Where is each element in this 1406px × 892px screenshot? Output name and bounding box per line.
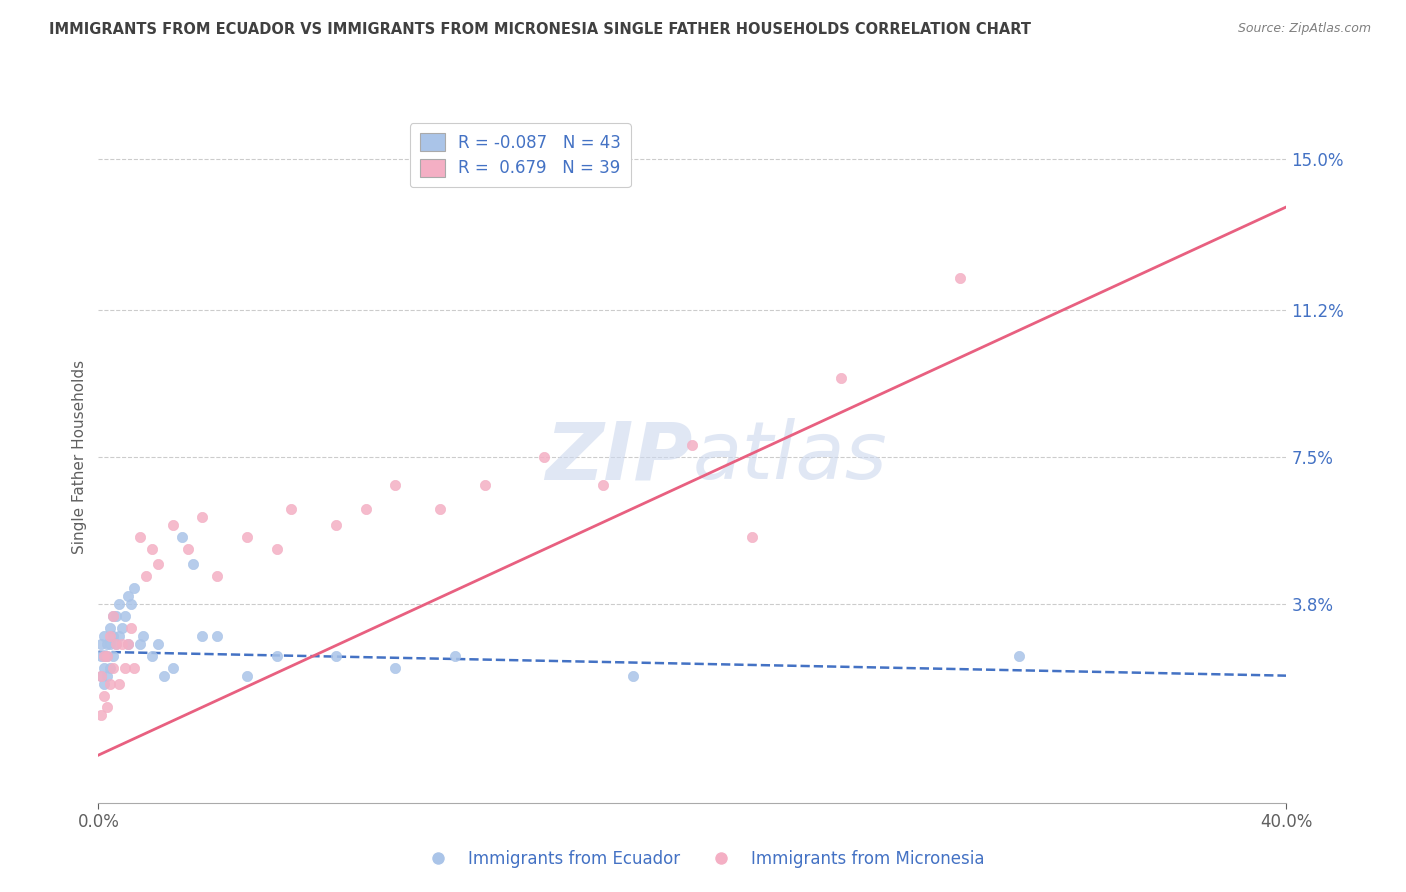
Point (592, 478, 614, 492)
Legend: R = -0.087   N = 43, R =  0.679   N = 39: R = -0.087 N = 43, R = 0.679 N = 39 (409, 123, 631, 187)
Point (98, 637, 121, 651)
Point (325, 648, 347, 663)
Point (90, 648, 112, 663)
Point (114, 661, 136, 675)
Point (146, 637, 169, 651)
Point (96, 648, 118, 663)
Point (135, 569, 157, 583)
Point (141, 648, 163, 663)
Point (152, 668, 174, 682)
Point (132, 629, 155, 643)
Point (129, 530, 152, 544)
Point (93, 629, 115, 643)
Legend: Immigrants from Ecuador, Immigrants from Micronesia: Immigrants from Ecuador, Immigrants from… (415, 844, 991, 875)
Point (146, 558, 169, 572)
Point (98, 621, 121, 635)
Point (266, 541, 288, 556)
Point (98, 661, 121, 675)
Point (111, 621, 134, 635)
Point (474, 478, 496, 492)
Point (114, 609, 136, 624)
Point (170, 530, 193, 544)
Point (93, 661, 115, 675)
Point (621, 668, 644, 682)
Point (93, 648, 115, 663)
Point (384, 661, 406, 675)
Point (122, 581, 145, 595)
Point (90, 668, 112, 682)
Point (183, 558, 205, 572)
Point (103, 609, 125, 624)
Y-axis label: Single Father Households: Single Father Households (72, 360, 87, 554)
Point (117, 589, 139, 603)
Point (162, 661, 184, 675)
Point (90, 708, 112, 723)
Point (191, 509, 214, 524)
Point (117, 637, 139, 651)
Point (741, 530, 763, 544)
Point (191, 629, 214, 643)
Point (111, 637, 134, 651)
Point (176, 541, 198, 556)
Point (129, 637, 152, 651)
Point (93, 648, 115, 663)
Text: IMMIGRANTS FROM ECUADOR VS IMMIGRANTS FROM MICRONESIA SINGLE FATHER HOUSEHOLDS C: IMMIGRANTS FROM ECUADOR VS IMMIGRANTS FR… (49, 22, 1031, 37)
Point (103, 629, 125, 643)
Point (108, 597, 131, 611)
Point (103, 661, 125, 675)
Point (236, 530, 259, 544)
Point (162, 517, 184, 532)
Point (108, 629, 131, 643)
Point (429, 501, 451, 516)
Point (120, 597, 142, 611)
Point (96, 637, 118, 651)
Point (122, 661, 145, 675)
Point (354, 501, 377, 516)
Point (117, 637, 139, 651)
Point (236, 668, 259, 682)
Point (266, 648, 288, 663)
Point (108, 676, 131, 690)
Point (105, 637, 128, 651)
Point (681, 438, 703, 452)
Text: ZIP: ZIP (546, 418, 692, 496)
Point (103, 609, 125, 624)
Point (325, 517, 347, 532)
Point (120, 621, 142, 635)
Point (93, 689, 115, 703)
Point (949, 271, 972, 285)
Point (98, 676, 121, 690)
Point (830, 370, 852, 384)
Point (98, 629, 121, 643)
Point (96, 648, 118, 663)
Point (96, 700, 118, 714)
Point (384, 478, 406, 492)
Point (205, 629, 228, 643)
Point (443, 648, 465, 663)
Point (96, 668, 118, 682)
Point (105, 609, 128, 624)
Point (141, 541, 163, 556)
Point (103, 648, 125, 663)
Point (280, 501, 302, 516)
Text: Source: ZipAtlas.com: Source: ZipAtlas.com (1237, 22, 1371, 36)
Point (90, 637, 112, 651)
Point (105, 637, 128, 651)
Text: atlas: atlas (692, 418, 887, 496)
Point (205, 569, 228, 583)
Point (90, 668, 112, 682)
Point (93, 676, 115, 690)
Point (533, 450, 555, 465)
Point (1008, 648, 1031, 663)
